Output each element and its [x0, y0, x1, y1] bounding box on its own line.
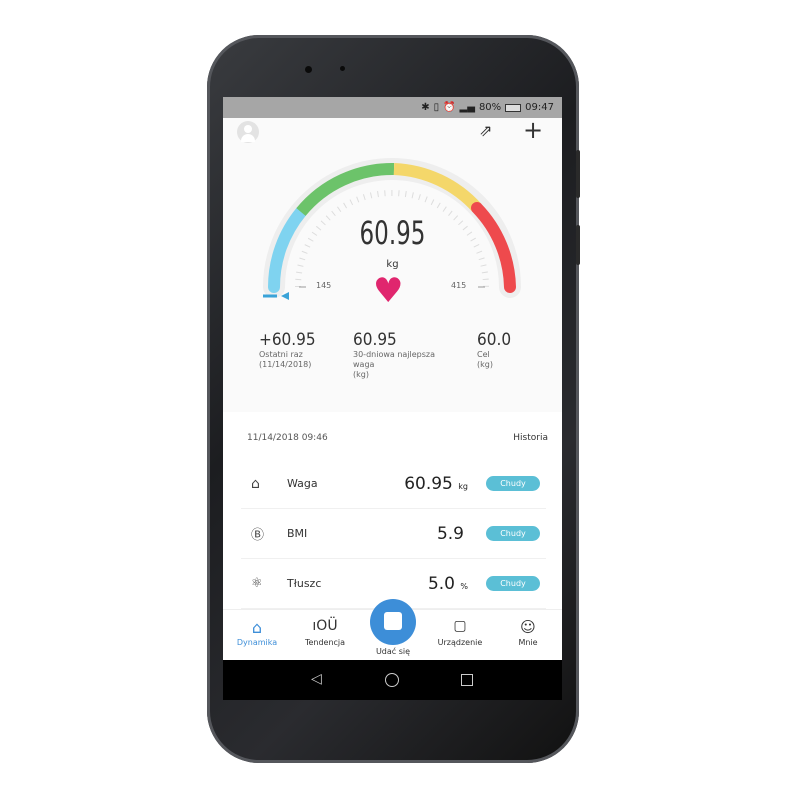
gauge-max-label: 415	[451, 281, 467, 290]
metric-name: Tłuszc	[287, 577, 322, 590]
front-camera	[305, 66, 312, 73]
metric-unit: %	[460, 581, 468, 591]
share-icon[interactable]: ⇗	[479, 121, 493, 140]
weight-gauge	[263, 158, 521, 300]
tab-dynamika[interactable]: ⌂ Dynamika	[227, 618, 287, 647]
metric-name: Waga	[287, 477, 318, 490]
tab-label: Mnie	[518, 638, 538, 647]
system-nav-bar: ◁	[223, 660, 562, 700]
battery-percent: 80%	[478, 102, 502, 113]
metric-row-bmi[interactable]: Ⓑ BMI 5.9 Chudy	[241, 509, 546, 559]
fat-icon: ⚛	[251, 576, 263, 591]
bmi-icon: Ⓑ	[251, 528, 265, 543]
tab-mnie[interactable]: ☺ Mnie	[498, 618, 558, 647]
home-icon: ⌂	[251, 618, 263, 637]
alarm-icon: ⏰	[443, 102, 456, 113]
smiley-icon: ☺	[520, 618, 536, 636]
metric-value: 5.9	[436, 523, 464, 544]
bottom-nav: ⌂ Dynamika ıOÜ Tendencja Udać się ▢ Urzą…	[223, 599, 562, 660]
back-icon[interactable]: ◁	[311, 671, 322, 687]
stat-goal: 60.0 Cel (kg)	[477, 330, 512, 369]
dashboard: ⇗ + 60.95 kg 145 415 ♥ +60.95 Ostatni ra…	[223, 116, 562, 412]
bluetooth-icon: ✱	[421, 102, 430, 113]
gauge-segment-yellow	[393, 163, 482, 213]
weight-unit: kg	[386, 259, 399, 270]
history-link[interactable]: Historia	[513, 433, 548, 443]
weight-icon: ⌂	[251, 475, 260, 492]
gauge-min-label: 145	[316, 281, 332, 290]
vibrate-icon: ▯	[433, 102, 440, 113]
volume-button	[576, 150, 580, 198]
tab-tendencja[interactable]: ıOÜ Tendencja	[295, 618, 355, 647]
metric-unit: kg	[458, 481, 468, 491]
gauge-segment-blue	[268, 206, 307, 293]
gauge-segment-red	[471, 202, 516, 293]
signal-icon: ▂▄	[459, 102, 475, 113]
status-badge: Chudy	[486, 476, 540, 491]
tab-label: Dynamika	[236, 638, 278, 647]
recents-icon[interactable]	[461, 674, 473, 686]
stat-last: +60.95 Ostatni raz (11/14/2018)	[259, 330, 316, 369]
clock: 09:47	[525, 102, 554, 113]
measurement-datetime: 11/14/2018 09:46	[247, 433, 328, 443]
gauge-segment-green	[296, 162, 395, 216]
tab-urzadzenie[interactable]: ▢ Urządzenie	[430, 618, 490, 647]
chart-icon: ıOÜ	[312, 618, 338, 634]
metric-value: 60.95	[404, 473, 453, 494]
gauge-pointer-arrow	[281, 292, 289, 300]
scale-icon	[384, 612, 402, 630]
metric-name: BMI	[287, 527, 308, 540]
metric-row-weight[interactable]: ⌂ Waga 60.95 kg Chudy	[241, 459, 546, 509]
heart-icon: ♥	[373, 271, 404, 311]
user-avatar-icon[interactable]	[237, 121, 259, 143]
metric-value: 5.0	[427, 573, 455, 594]
battery-icon	[505, 103, 522, 112]
status-badge: Chudy	[486, 576, 540, 591]
status-bar: ✱ ▯ ⏰ ▂▄ 80% 09:47	[223, 97, 562, 118]
tab-label: Tendencja	[304, 638, 346, 647]
sensor	[340, 66, 345, 71]
device-icon: ▢	[453, 618, 467, 634]
status-badge: Chudy	[486, 526, 540, 541]
weigh-button[interactable]	[370, 599, 416, 645]
home-button-icon[interactable]	[385, 673, 399, 687]
tab-label: Urządzenie	[437, 638, 483, 647]
stat-best-30d: 60.95 30-dniowa najlepsza waga (kg)	[353, 330, 436, 379]
tab-udac-sie[interactable]: Udać się	[375, 647, 411, 656]
plus-icon[interactable]: +	[523, 116, 544, 144]
screen: ✱ ▯ ⏰ ▂▄ 80% 09:47 ⇗ + 60.95 kg 145 415 …	[223, 97, 562, 700]
weight-value: 60.95	[359, 214, 426, 252]
power-button	[576, 225, 580, 265]
